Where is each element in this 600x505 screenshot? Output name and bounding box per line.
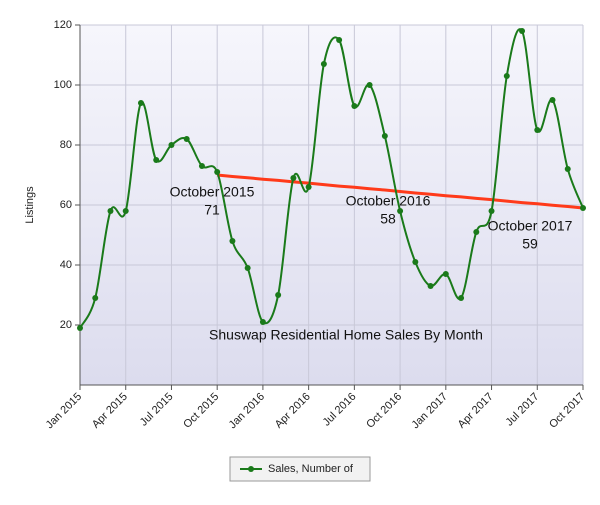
- annotation: October 2017: [488, 218, 573, 234]
- x-tick-label: Oct 2016: [364, 391, 404, 431]
- data-point: [488, 208, 495, 214]
- legend-label: Sales, Number of: [268, 463, 354, 475]
- data-point: [320, 61, 327, 67]
- data-point: [519, 28, 526, 34]
- data-point: [183, 136, 190, 142]
- trend-line: [217, 173, 584, 210]
- data-point: [229, 238, 236, 244]
- y-tick-label: 80: [60, 139, 72, 151]
- y-tick-label: 100: [54, 79, 72, 91]
- data-point: [412, 259, 419, 265]
- data-point: [259, 319, 266, 325]
- data-point: [290, 175, 297, 181]
- data-point: [137, 100, 144, 106]
- data-point: [198, 163, 205, 169]
- data-point: [397, 208, 404, 214]
- data-point: [336, 37, 343, 43]
- x-tick-label: Jul 2015: [138, 391, 176, 429]
- data-point: [351, 103, 358, 109]
- x-tick-label: Jul 2017: [504, 391, 542, 429]
- data-point: [153, 157, 160, 163]
- annotation: October 2016: [346, 193, 431, 209]
- data-point: [244, 265, 251, 271]
- x-tick-label: Jul 2016: [321, 391, 359, 429]
- x-tick-label: Jan 2016: [227, 391, 267, 431]
- annotation: October 2015: [170, 184, 255, 200]
- legend-swatch: [248, 466, 254, 472]
- y-axis-label: Listings: [24, 186, 36, 224]
- y-tick-label: 20: [60, 319, 72, 331]
- data-point: [427, 283, 434, 289]
- data-point: [458, 295, 465, 301]
- data-point: [381, 133, 388, 139]
- x-tick-label: Jan 2017: [410, 391, 450, 431]
- data-point: [214, 169, 221, 175]
- data-point: [366, 82, 373, 88]
- data-point: [549, 97, 556, 103]
- data-point: [442, 271, 449, 277]
- annotation: Shuswap Residential Home Sales By Month: [209, 327, 483, 343]
- y-tick-label: 40: [60, 259, 72, 271]
- x-tick-label: Apr 2017: [456, 391, 496, 431]
- x-tick-label: Oct 2017: [547, 391, 587, 431]
- data-point: [77, 325, 83, 331]
- x-tick-label: Jan 2015: [44, 391, 84, 431]
- y-tick-label: 60: [60, 199, 72, 211]
- data-point: [92, 295, 99, 301]
- data-point: [107, 208, 114, 214]
- data-point: [580, 205, 586, 211]
- data-point: [503, 73, 510, 79]
- data-point: [305, 184, 312, 190]
- series-line: [79, 28, 584, 329]
- data-point: [564, 166, 571, 172]
- data-point: [168, 142, 175, 148]
- data-point: [122, 208, 129, 214]
- data-point: [534, 127, 541, 133]
- annotation-value: 71: [204, 202, 220, 218]
- annotation-value: 58: [380, 211, 396, 227]
- data-point: [473, 229, 480, 235]
- y-tick-label: 120: [54, 19, 72, 31]
- x-tick-label: Apr 2015: [90, 391, 130, 431]
- x-tick-label: Apr 2016: [273, 391, 313, 431]
- annotation-value: 59: [522, 236, 538, 252]
- x-tick-label: Oct 2015: [181, 391, 221, 431]
- data-point: [275, 292, 282, 298]
